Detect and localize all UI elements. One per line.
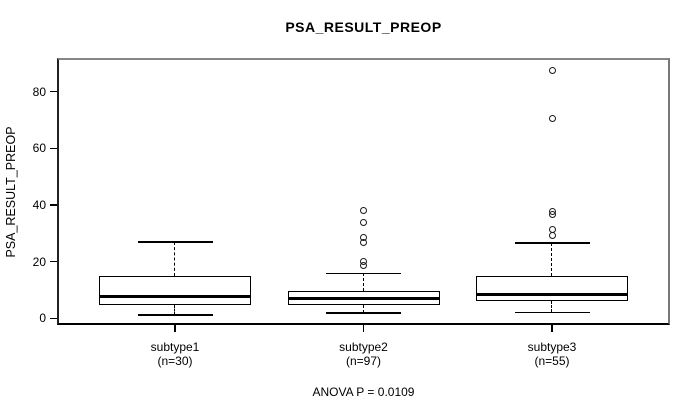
whisker-cap-lower bbox=[326, 312, 401, 314]
iqr-box bbox=[476, 276, 628, 302]
whisker-cap-upper bbox=[326, 272, 401, 274]
outlier-point bbox=[548, 66, 556, 74]
x-tick-mark bbox=[174, 325, 176, 332]
group-name: subtype2 bbox=[339, 340, 388, 354]
whisker-cap-upper bbox=[137, 241, 213, 243]
group-name: subtype1 bbox=[150, 340, 200, 354]
group-label: subtype1 (n=30) bbox=[105, 340, 245, 368]
whisker-upper bbox=[174, 241, 176, 277]
group-n: (n=30) bbox=[157, 353, 193, 368]
y-tick-label: 60 bbox=[32, 141, 46, 156]
group-label: subtype2 (n=97) bbox=[294, 340, 434, 368]
y-tick-mark bbox=[50, 204, 57, 206]
outlier-point bbox=[548, 226, 556, 234]
outlier-point bbox=[360, 218, 367, 226]
whisker-upper bbox=[362, 273, 364, 291]
whisker-lower bbox=[174, 304, 176, 315]
whisker-cap-lower bbox=[514, 311, 590, 314]
y-tick-label: 80 bbox=[32, 84, 46, 99]
y-axis-title: PSA_RESULT_PREOP bbox=[4, 126, 18, 258]
group-n: (n=97) bbox=[345, 353, 382, 368]
outlier-point bbox=[548, 232, 556, 240]
median-line bbox=[99, 294, 251, 298]
y-tick-mark bbox=[50, 90, 57, 93]
median-line bbox=[476, 292, 628, 296]
y-tick-mark bbox=[50, 317, 57, 320]
whisker-cap-lower bbox=[137, 314, 213, 316]
y-tick-label: 20 bbox=[32, 254, 46, 269]
iqr-box bbox=[99, 276, 251, 305]
x-tick-mark bbox=[362, 325, 365, 332]
whisker-lower bbox=[362, 304, 364, 314]
chart-title: PSA_RESULT_PREOP bbox=[285, 19, 442, 35]
y-tick-mark bbox=[50, 260, 57, 263]
outlier-point bbox=[548, 115, 556, 123]
anova-annotation: ANOVA P = 0.0109 bbox=[312, 385, 415, 399]
group-n: (n=55) bbox=[534, 353, 570, 368]
group-name: subtype3 bbox=[527, 340, 577, 354]
whisker-cap-upper bbox=[514, 242, 590, 244]
y-tick-label: 40 bbox=[32, 198, 46, 212]
outlier-point bbox=[548, 208, 556, 216]
group-label: subtype3 (n=55) bbox=[482, 340, 622, 368]
outlier-point bbox=[360, 257, 367, 265]
whisker-upper bbox=[551, 243, 553, 277]
median-line bbox=[287, 296, 440, 300]
outlier-point bbox=[360, 206, 367, 214]
outlier-point bbox=[360, 234, 367, 242]
plot-area bbox=[57, 58, 670, 325]
x-tick-mark bbox=[551, 325, 553, 332]
y-tick-label: 0 bbox=[39, 311, 46, 326]
whisker-lower bbox=[551, 301, 553, 313]
y-tick-mark bbox=[50, 147, 57, 150]
